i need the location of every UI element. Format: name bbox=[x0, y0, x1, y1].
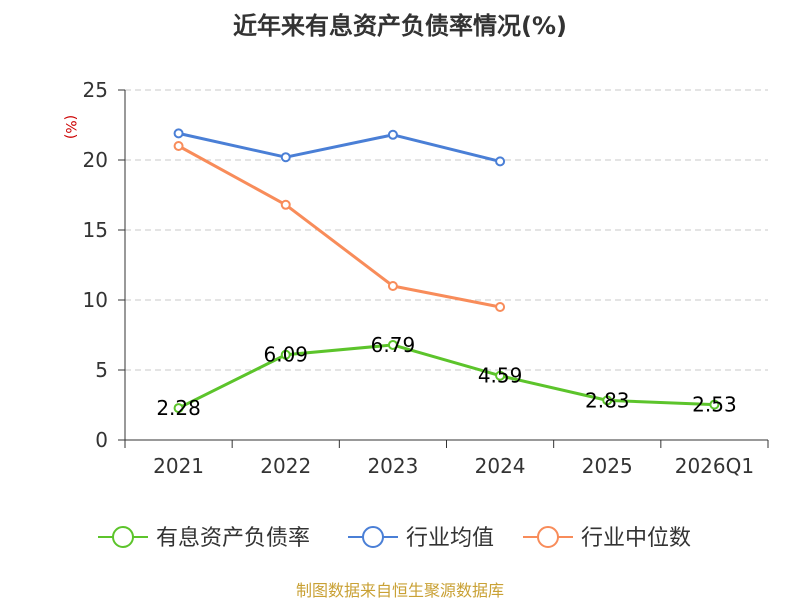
x-tick-label: 2025 bbox=[582, 454, 633, 478]
y-tick-label: 5 bbox=[95, 358, 108, 382]
y-axis-unit: (%) bbox=[62, 115, 78, 139]
y-tick-label: 20 bbox=[83, 148, 108, 172]
series-0-point bbox=[280, 349, 291, 360]
series-0-point bbox=[173, 403, 184, 414]
y-tick-label: 25 bbox=[83, 78, 108, 102]
series-0-point bbox=[387, 339, 398, 350]
series-1-line bbox=[177, 131, 502, 163]
legend: 有息资产负债率 行业均值 行业中位数 bbox=[98, 526, 691, 551]
x-tick-label: 2023 bbox=[367, 454, 418, 478]
grid-lines bbox=[125, 89, 768, 371]
series-1-point bbox=[495, 156, 506, 167]
x-tick-label: 2021 bbox=[153, 454, 204, 478]
data-label: 6.79 bbox=[371, 333, 416, 357]
y-tick-label: 10 bbox=[83, 288, 108, 312]
y-tick-label: 0 bbox=[95, 428, 108, 452]
series-2-point bbox=[173, 141, 184, 151]
source-note: 制图数据来自恒生聚源数据库 bbox=[296, 581, 504, 600]
legend-label: 行业均值 bbox=[406, 526, 494, 551]
y-tick-label: 15 bbox=[83, 218, 108, 242]
x-tick-label: 2026Q1 bbox=[675, 454, 754, 478]
series-2-line bbox=[177, 144, 502, 309]
data-label: 2.83 bbox=[585, 388, 630, 412]
legend-label: 有息资产负债率 bbox=[156, 526, 310, 551]
data-label: 2.53 bbox=[692, 393, 737, 417]
series-0-point bbox=[602, 395, 613, 406]
x-tick-label: 2024 bbox=[475, 454, 526, 478]
series-2-point bbox=[387, 281, 398, 291]
series-1-point bbox=[173, 128, 184, 139]
series-0-line bbox=[177, 343, 716, 410]
data-label: 4.59 bbox=[478, 364, 523, 388]
data-label: 2.28 bbox=[156, 396, 201, 420]
series-0-point bbox=[709, 399, 720, 410]
series-0-point bbox=[495, 370, 506, 381]
legend-label: 行业中位数 bbox=[581, 526, 691, 551]
series-1-point bbox=[387, 129, 398, 140]
series-1-point bbox=[280, 152, 291, 163]
series-2-point bbox=[495, 302, 506, 312]
data-label: 6.09 bbox=[263, 343, 308, 367]
legend-swatch-marker bbox=[537, 526, 559, 548]
legend-swatch-marker bbox=[112, 526, 134, 548]
chart-title: 近年来有息资产负债率情况(%) bbox=[233, 12, 567, 40]
series-2-point bbox=[280, 199, 291, 210]
data-labels: 2.28 6.09 6.79 4.59 2.83 2.53 bbox=[156, 333, 736, 420]
legend-swatch-marker bbox=[362, 526, 384, 548]
series bbox=[173, 128, 720, 414]
x-tick-label: 2022 bbox=[260, 454, 311, 478]
